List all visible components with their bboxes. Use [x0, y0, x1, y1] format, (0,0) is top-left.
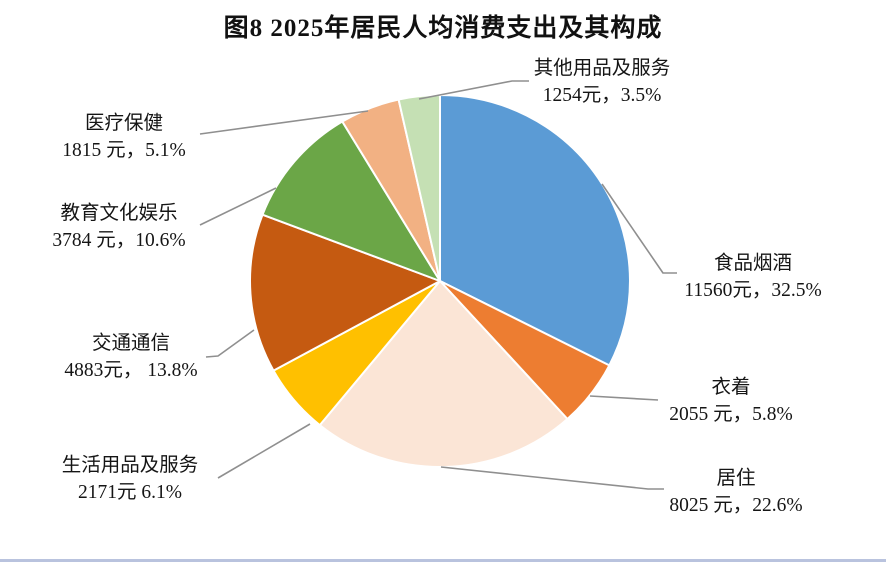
leader-line-生活用品及服务: [217, 423, 311, 479]
callout-label-教育文化娱乐: 教育文化娱乐 3784 元，10.6%: [0, 200, 249, 254]
callout-value-text: 3784 元，10.6%: [52, 230, 186, 251]
callout-label-食品烟酒: 食品烟酒 11560元，32.5%: [623, 250, 883, 304]
callout-category-text: 其他用品及服务: [533, 58, 671, 79]
leader-line-衣着: [589, 395, 659, 401]
callout-label-其他用品及服务: 其他用品及服务 1254元，3.5%: [472, 55, 732, 109]
callout-label-生活用品及服务: 生活用品及服务 2171元 6.1%: [0, 452, 260, 506]
pie-slice-食品烟酒: [439, 94, 631, 367]
callout-category-text: 交通通信: [91, 333, 170, 354]
callout-category-text: 生活用品及服务: [61, 455, 199, 476]
pie-slice-教育文化娱乐: [261, 120, 441, 282]
callout-value-text: 4883元， 13.8%: [64, 360, 198, 381]
window-edge: [0, 559, 886, 562]
callout-category-text: 衣着: [711, 377, 751, 398]
callout-value-text: 11560元，32.5%: [684, 280, 822, 301]
callout-value-text: 1254元，3.5%: [542, 85, 662, 106]
leader-line-医疗保健: [199, 110, 369, 135]
callout-category-text: 教育文化娱乐: [60, 203, 178, 224]
callout-category-text: 食品烟酒: [713, 253, 792, 274]
pie-slice-交通通信: [249, 213, 441, 372]
leader-line-其他用品及服务: [418, 80, 529, 100]
callout-label-衣着: 衣着 2055 元，5.8%: [601, 374, 861, 428]
leader-line-居住: [440, 466, 664, 490]
callout-category-text: 居住: [716, 468, 756, 489]
callout-value-text: 2055 元，5.8%: [669, 404, 793, 425]
callout-value-text: 2171元 6.1%: [78, 482, 182, 503]
leader-line-教育文化娱乐: [199, 187, 277, 226]
callout-label-医疗保健: 医疗保健 1815 元，5.1%: [0, 110, 254, 164]
callout-category-text: 医疗保健: [84, 113, 163, 134]
chart-title: 图8 2025年居民人均消费支出及其构成: [223, 15, 663, 42]
callout-value-text: 8025 元，22.6%: [669, 495, 803, 516]
leader-line-交通通信: [205, 329, 255, 358]
leader-line-食品烟酒: [601, 183, 677, 274]
callout-label-居住: 居住 8025 元，22.6%: [606, 465, 866, 519]
callout-value-text: 1815 元，5.1%: [62, 140, 186, 161]
callout-label-交通通信: 交通通信 4883元， 13.8%: [1, 330, 261, 384]
